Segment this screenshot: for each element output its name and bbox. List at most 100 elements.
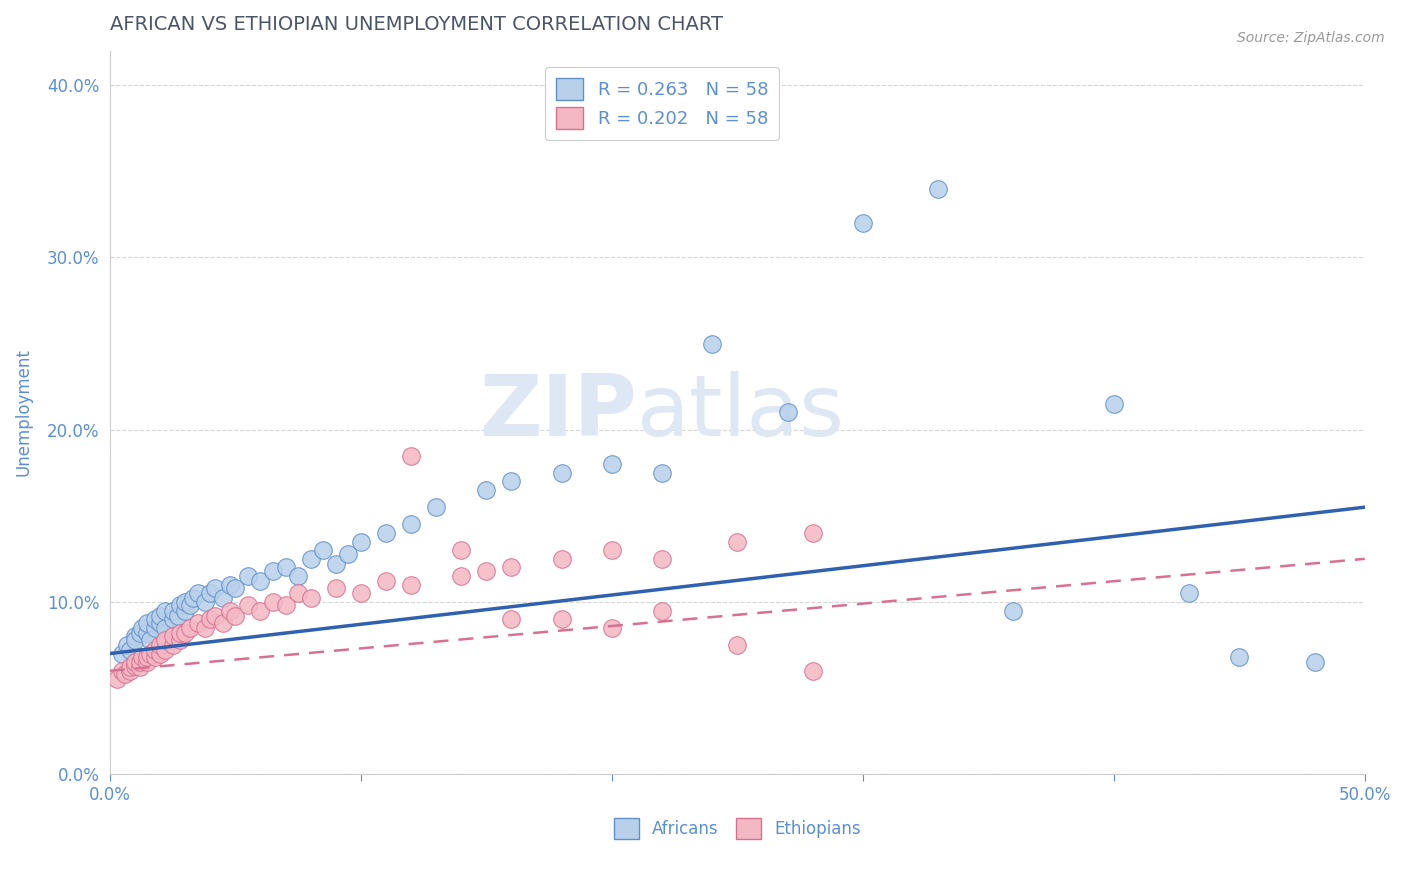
Point xyxy=(200,586,222,600)
Text: ZIP: ZIP xyxy=(479,371,637,454)
Point xyxy=(550,466,572,480)
Point xyxy=(162,603,184,617)
Point xyxy=(852,216,875,230)
Text: atlas: atlas xyxy=(637,371,845,454)
Point xyxy=(169,632,191,647)
Point xyxy=(299,591,322,606)
Point xyxy=(139,647,162,661)
Point xyxy=(166,608,188,623)
Point xyxy=(274,560,297,574)
Point xyxy=(153,603,176,617)
Point xyxy=(136,650,159,665)
Point xyxy=(211,591,233,606)
Point xyxy=(124,658,146,673)
Legend: Africans, Ethiopians: Africans, Ethiopians xyxy=(607,812,868,846)
Point xyxy=(501,612,523,626)
Point xyxy=(249,603,271,617)
Point xyxy=(194,621,217,635)
Point xyxy=(425,500,447,515)
Point xyxy=(143,612,166,626)
Point xyxy=(1102,397,1125,411)
Point xyxy=(149,647,172,661)
Point xyxy=(219,603,242,617)
Point xyxy=(651,466,673,480)
Point xyxy=(262,595,284,609)
Point xyxy=(181,591,204,606)
Point xyxy=(118,664,141,678)
Point xyxy=(124,629,146,643)
Point xyxy=(550,612,572,626)
Point xyxy=(143,621,166,635)
Point xyxy=(204,608,226,623)
Point xyxy=(139,632,162,647)
Point xyxy=(262,564,284,578)
Point xyxy=(117,638,139,652)
Point xyxy=(350,586,373,600)
Point xyxy=(169,599,191,613)
Point xyxy=(801,664,824,678)
Point xyxy=(550,552,572,566)
Point xyxy=(118,660,141,674)
Point xyxy=(219,577,242,591)
Point xyxy=(136,615,159,630)
Point xyxy=(162,612,184,626)
Point xyxy=(136,626,159,640)
Point xyxy=(194,595,217,609)
Point xyxy=(1178,586,1201,600)
Point xyxy=(600,457,623,471)
Point xyxy=(374,574,396,589)
Point xyxy=(725,638,748,652)
Point xyxy=(450,543,472,558)
Point xyxy=(129,660,152,674)
Point xyxy=(651,603,673,617)
Point xyxy=(399,449,422,463)
Point xyxy=(174,595,197,609)
Point xyxy=(350,534,373,549)
Point xyxy=(179,599,201,613)
Point xyxy=(776,405,799,419)
Point xyxy=(374,526,396,541)
Point xyxy=(287,569,309,583)
Y-axis label: Unemployment: Unemployment xyxy=(15,349,32,476)
Point xyxy=(153,632,176,647)
Text: AFRICAN VS ETHIOPIAN UNEMPLOYMENT CORRELATION CHART: AFRICAN VS ETHIOPIAN UNEMPLOYMENT CORREL… xyxy=(110,15,723,34)
Point xyxy=(399,577,422,591)
Point xyxy=(399,517,422,532)
Point xyxy=(149,638,172,652)
Point xyxy=(149,615,172,630)
Point xyxy=(312,543,335,558)
Point xyxy=(200,612,222,626)
Point xyxy=(274,599,297,613)
Point xyxy=(1002,603,1025,617)
Point xyxy=(325,557,347,571)
Point xyxy=(475,564,498,578)
Point xyxy=(702,336,724,351)
Point xyxy=(136,655,159,669)
Point xyxy=(600,543,623,558)
Point xyxy=(325,581,347,595)
Point xyxy=(153,643,176,657)
Point xyxy=(143,643,166,657)
Point xyxy=(129,655,152,669)
Point xyxy=(114,667,136,681)
Point xyxy=(651,552,673,566)
Point xyxy=(111,647,134,661)
Point xyxy=(299,552,322,566)
Point xyxy=(118,643,141,657)
Point xyxy=(187,586,209,600)
Text: Source: ZipAtlas.com: Source: ZipAtlas.com xyxy=(1237,31,1385,45)
Point xyxy=(450,569,472,583)
Point xyxy=(600,621,623,635)
Point xyxy=(801,526,824,541)
Point xyxy=(1227,650,1250,665)
Point xyxy=(224,608,246,623)
Point xyxy=(169,626,191,640)
Point xyxy=(174,626,197,640)
Point xyxy=(162,629,184,643)
Point xyxy=(131,650,153,665)
Point xyxy=(475,483,498,497)
Point xyxy=(187,615,209,630)
Point xyxy=(174,603,197,617)
Point xyxy=(236,599,259,613)
Point xyxy=(501,560,523,574)
